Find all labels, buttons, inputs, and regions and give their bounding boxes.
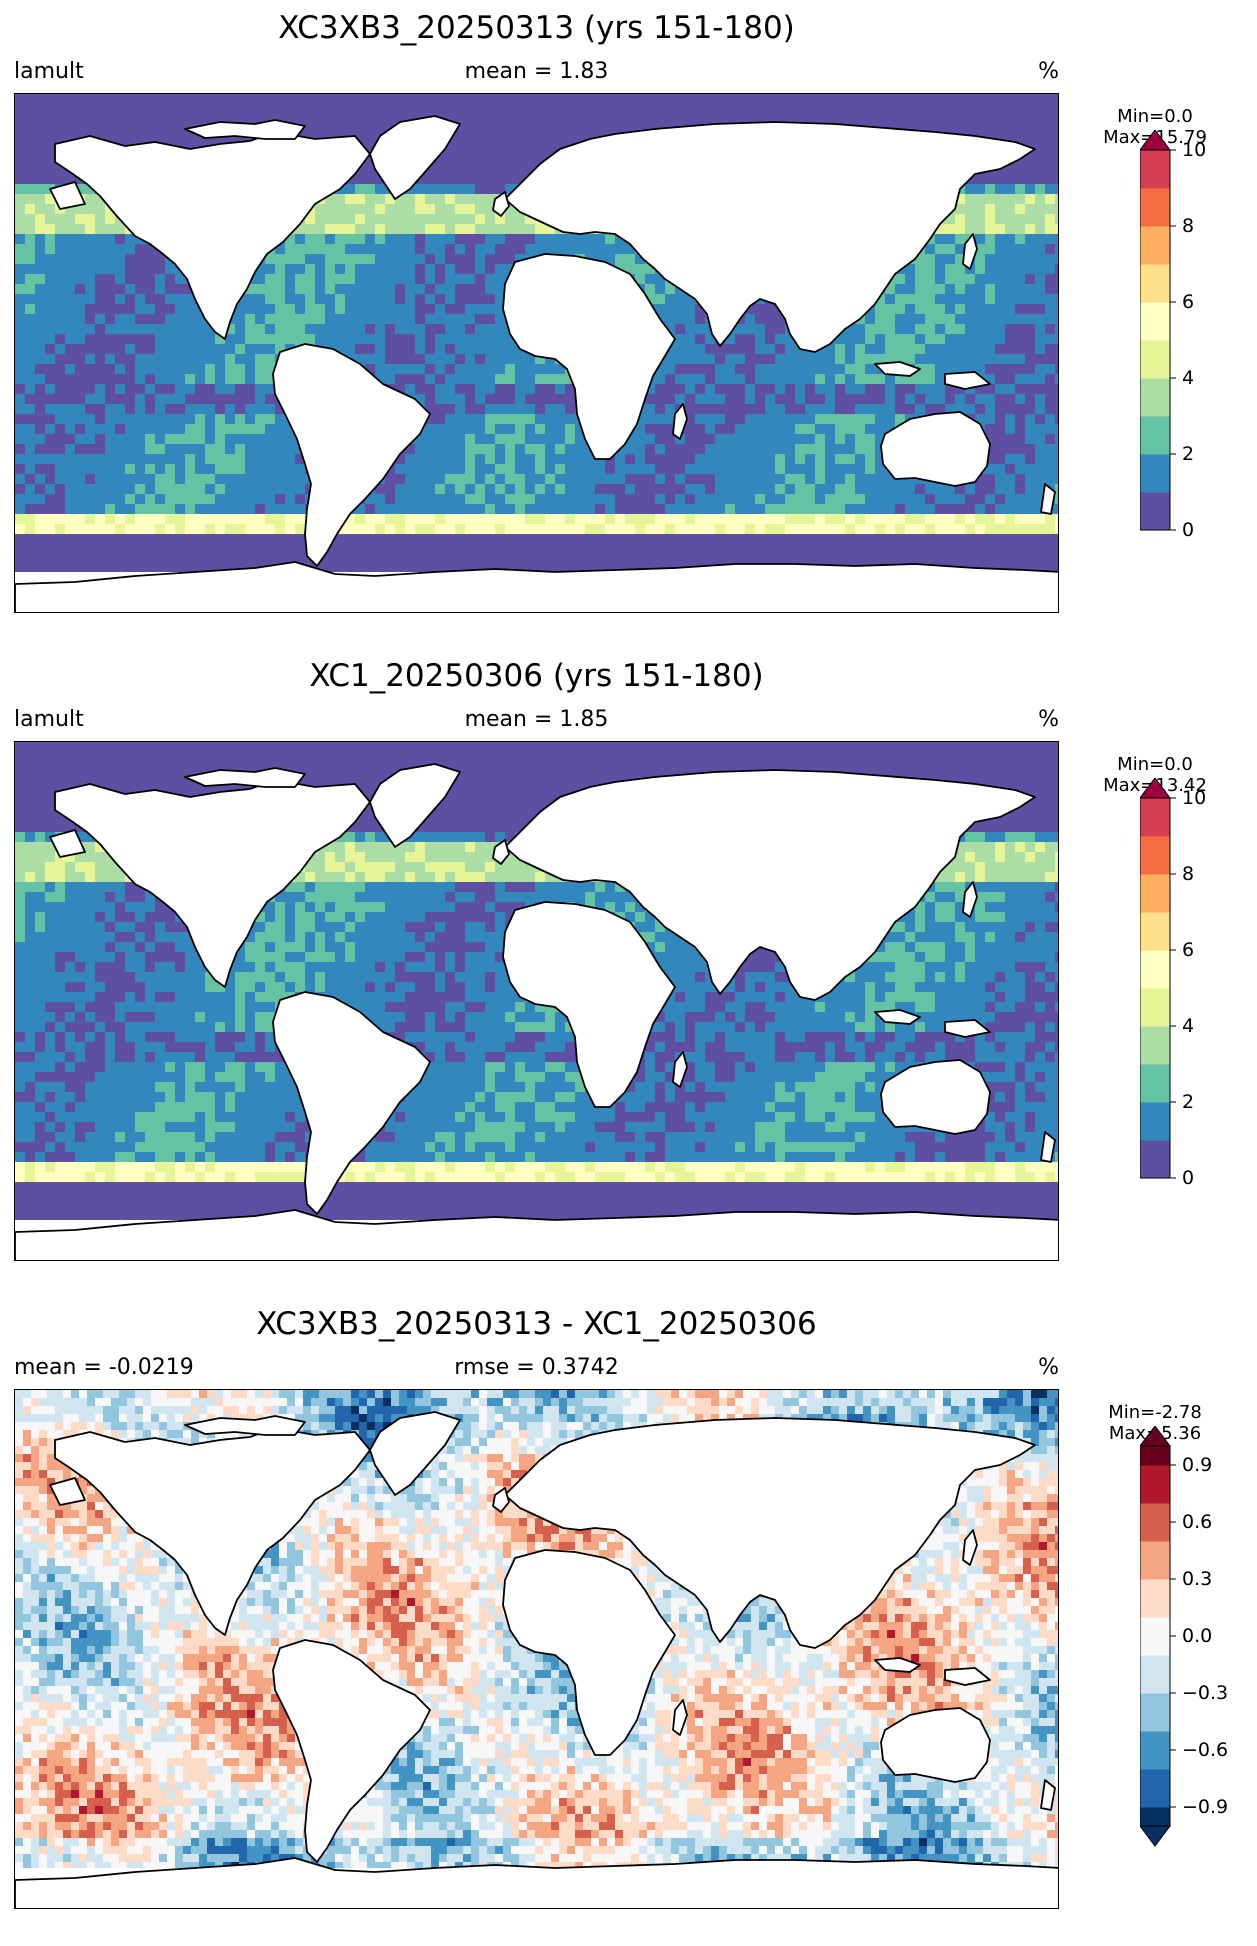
panel-title: XC1_20250306 (yrs 151-180): [14, 658, 1059, 694]
colorbar-band: [1140, 1579, 1170, 1599]
colorbar-band: [1140, 378, 1170, 417]
colorbar-swatches: [1140, 130, 1180, 552]
panel-1: XC3XB3_20250313 (yrs 151-180) lamult mea…: [0, 0, 1257, 650]
colorbar-tick-label: 6: [1182, 292, 1194, 312]
colorbar-band: [1140, 1503, 1170, 1523]
colorbar-band: [1140, 492, 1170, 531]
colorbar-band: [1140, 1598, 1170, 1618]
mean-label: mean = 1.83: [14, 59, 1059, 85]
colorbar-band: [1140, 1769, 1170, 1789]
colorbar-tick-label: 0: [1182, 1168, 1194, 1188]
colorbar: −0.9 −0.6 −0.3 0.0 0.3 0.6 0.9: [1140, 1446, 1257, 1866]
colorbar-band: [1140, 874, 1170, 913]
map-plot: [15, 94, 1059, 613]
colorbar-band: [1140, 1693, 1170, 1713]
min-label: Min=0.0: [1085, 106, 1225, 127]
colorbar-band: [1140, 302, 1170, 341]
colorbar-tick-label: 4: [1182, 368, 1194, 388]
colorbar-band: [1140, 912, 1170, 951]
colorbar-band: [1140, 416, 1170, 455]
min-label: Min=0.0: [1085, 754, 1225, 775]
colorbar-band: [1140, 950, 1170, 989]
colorbar-band: [1140, 1807, 1170, 1827]
colorbar-tick-label: −0.3: [1182, 1683, 1228, 1703]
panel-3: XC3XB3_20250313 - XC1_20250306 mean = -0…: [0, 1296, 1257, 1946]
colorbar-tick-label: 0.6: [1182, 1512, 1212, 1532]
colorbar-tick-label: 8: [1182, 864, 1194, 884]
colorbar-tick-label: 0.9: [1182, 1455, 1212, 1475]
rmse-label: rmse = 0.3742: [14, 1355, 1059, 1381]
colorbar-tick-label: 2: [1182, 1092, 1194, 1112]
colorbar-band: [1140, 1731, 1170, 1751]
colorbar-band: [1140, 1750, 1170, 1770]
colorbar-tick-label: −0.9: [1182, 1797, 1228, 1817]
panel-title: XC3XB3_20250313 - XC1_20250306: [14, 1306, 1059, 1342]
colorbar-band: [1140, 1674, 1170, 1694]
colorbar-band: [1140, 1636, 1170, 1656]
colorbar-band: [1140, 188, 1170, 227]
map-frame: [14, 93, 1059, 613]
colorbar-band: [1140, 226, 1170, 265]
mean-label: mean = 1.85: [14, 707, 1059, 733]
colorbar-band: [1140, 1064, 1170, 1103]
map-plot: [15, 742, 1059, 1261]
colorbar-band: [1140, 1522, 1170, 1542]
colorbar-band: [1140, 1712, 1170, 1732]
colorbar-max-extend: [1140, 130, 1170, 150]
map-frame: [14, 1389, 1059, 1909]
colorbar-band: [1140, 1446, 1170, 1466]
colorbar-swatches: [1140, 1426, 1180, 1848]
colorbar-tick-label: 2: [1182, 444, 1194, 464]
panel-2: XC1_20250306 (yrs 151-180) lamult mean =…: [0, 648, 1257, 1298]
colorbar-band: [1140, 340, 1170, 379]
min-label: Min=-2.78: [1085, 1402, 1225, 1423]
colorbar-band: [1140, 1465, 1170, 1485]
colorbar-band: [1140, 1655, 1170, 1675]
colorbar-band: [1140, 454, 1170, 493]
colorbar-max-extend: [1140, 778, 1170, 798]
colorbar-swatches: [1140, 778, 1180, 1200]
colorbar-tick-label: 4: [1182, 1016, 1194, 1036]
colorbar-band: [1140, 1617, 1170, 1637]
panel-title: XC3XB3_20250313 (yrs 151-180): [14, 10, 1059, 46]
colorbar-band: [1140, 1140, 1170, 1179]
colorbar-band: [1140, 836, 1170, 875]
colorbar-tick-label: 0.0: [1182, 1626, 1212, 1646]
colorbar-band: [1140, 1102, 1170, 1141]
colorbar-tick-label: 6: [1182, 940, 1194, 960]
units-label: %: [1038, 707, 1059, 733]
colorbar-tick-label: 10: [1182, 140, 1206, 160]
units-label: %: [1038, 59, 1059, 85]
colorbar-band: [1140, 1541, 1170, 1561]
colorbar-band: [1140, 1788, 1170, 1808]
colorbar-band: [1140, 150, 1170, 189]
colorbar-band: [1140, 1484, 1170, 1504]
units-label: %: [1038, 1355, 1059, 1381]
colorbar-tick-label: 0: [1182, 520, 1194, 540]
colorbar-band: [1140, 264, 1170, 303]
colorbar-min-extend: [1140, 1826, 1170, 1846]
colorbar-band: [1140, 1026, 1170, 1065]
map-frame: [14, 741, 1059, 1261]
colorbar-tick-label: −0.6: [1182, 1740, 1228, 1760]
map-plot: [15, 1390, 1059, 1909]
colorbar-band: [1140, 1560, 1170, 1580]
colorbar-tick-label: 0.3: [1182, 1569, 1212, 1589]
colorbar-tick-label: 10: [1182, 788, 1206, 808]
colorbar-tick-label: 8: [1182, 216, 1194, 236]
colorbar-band: [1140, 798, 1170, 837]
colorbar-band: [1140, 988, 1170, 1027]
